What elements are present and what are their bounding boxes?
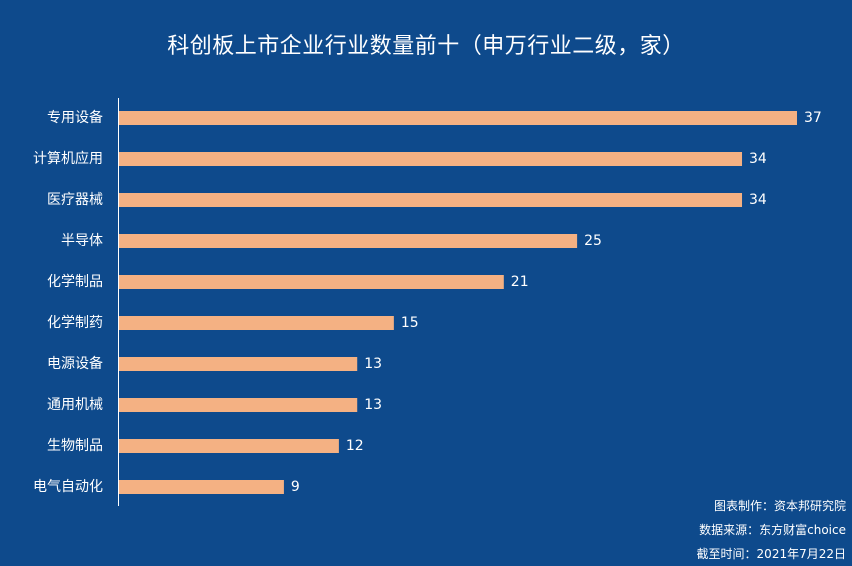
bar-2: [119, 152, 743, 166]
value-label-10: 9: [291, 479, 300, 495]
bar-8: [119, 398, 358, 412]
bar-4: [119, 234, 578, 248]
value-label-8: 13: [364, 397, 382, 413]
bar-6: [119, 316, 394, 330]
value-label-1: 37: [804, 110, 822, 126]
value-label-4: 25: [584, 233, 602, 249]
bar-9: [119, 439, 339, 453]
bar-1: [119, 111, 797, 125]
category-label-1: 专用设备: [47, 109, 103, 126]
bar-5: [119, 275, 504, 289]
bar-10: [119, 480, 284, 494]
category-label-9: 生物制品: [47, 438, 103, 454]
category-label-3: 医疗器械: [47, 192, 103, 208]
category-label-5: 化学制品: [47, 274, 103, 290]
bar-7: [119, 357, 358, 371]
value-label-6: 15: [401, 315, 419, 331]
chart-maker-note: 图表制作：资本邦研究院: [713, 499, 846, 513]
bars-layer: 专用设备 37 计算机应用 34 医疗器械 34 半导体 25 化学制品 21 化学制药 15 电源设备…: [33, 109, 822, 495]
category-label-7: 电源设备: [47, 355, 103, 372]
category-label-4: 半导体: [61, 233, 103, 249]
category-label-2: 计算机应用: [33, 150, 103, 167]
value-label-9: 12: [346, 438, 364, 454]
category-label-10: 电气自动化: [33, 479, 103, 495]
category-label-8: 通用机械: [47, 397, 103, 413]
value-label-2: 34: [749, 151, 767, 167]
value-label-7: 13: [364, 356, 382, 372]
value-label-3: 34: [749, 192, 767, 208]
value-label-5: 21: [511, 274, 529, 290]
chart-title: 科创板上市企业行业数量前十（申万行业二级，家）: [167, 34, 685, 59]
cutoff-date-note: 截至时间：2021年7月22日: [696, 547, 846, 561]
data-source-note: 数据来源：东方财富choice: [699, 523, 846, 537]
bar-3: [119, 193, 743, 207]
category-label-6: 化学制药: [47, 315, 103, 331]
